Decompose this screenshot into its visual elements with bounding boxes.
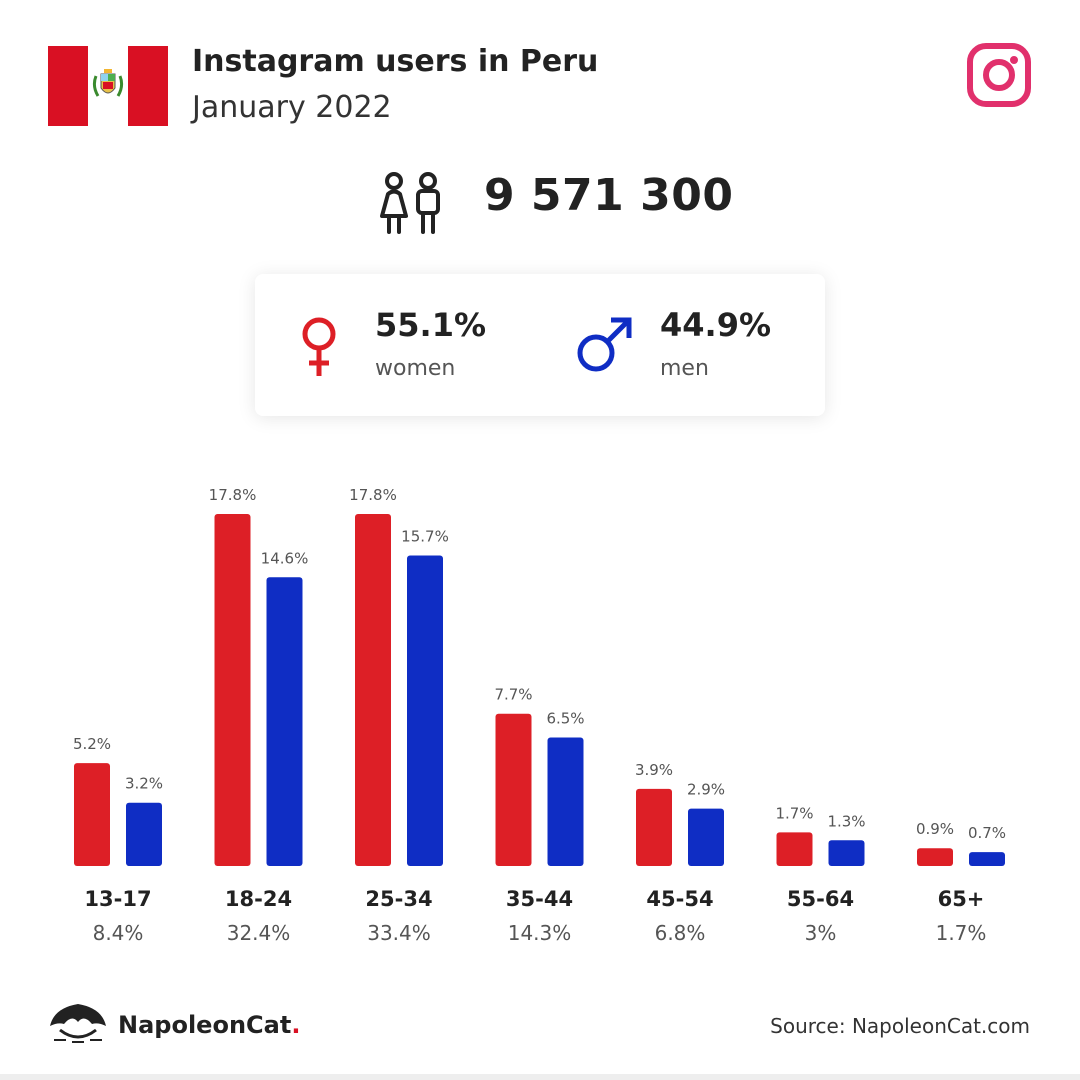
page-title: Instagram users in Peru xyxy=(192,44,599,79)
bar-value-label: 3.2% xyxy=(125,775,163,793)
bar-13-17-s0 xyxy=(74,763,110,866)
total-users: 9 571 300 xyxy=(484,170,734,221)
age-group-label: 18-24 xyxy=(225,887,292,911)
bar-value-label: 7.7% xyxy=(494,686,532,704)
bar-value-label: 2.9% xyxy=(687,781,725,799)
bar-value-label: 1.7% xyxy=(775,804,813,822)
bar-value-label: 1.3% xyxy=(827,812,865,830)
bar-value-label: 5.2% xyxy=(73,735,111,753)
coat-of-arms-icon xyxy=(92,69,124,97)
instagram-icon xyxy=(967,43,1031,107)
bar-55-64-s0 xyxy=(776,832,813,866)
flag-stripe-left xyxy=(48,46,88,126)
bar-45-54-s0 xyxy=(636,788,672,866)
gender-card: 55.1% women 44.9% men xyxy=(255,274,825,416)
bar-value-label: 17.8% xyxy=(349,486,397,504)
age-group-total: 32.4% xyxy=(227,921,291,945)
peru-flag xyxy=(48,46,168,126)
age-group-total: 1.7% xyxy=(936,921,987,945)
age-group-total: 14.3% xyxy=(508,921,572,945)
source-text: Source: NapoleonCat.com xyxy=(770,1014,1030,1038)
bar-25-34-s0 xyxy=(355,514,391,866)
bar-65+-s0 xyxy=(917,848,953,866)
bar-35-44-s0 xyxy=(495,713,532,866)
bar-value-label: 17.8% xyxy=(209,486,257,504)
bar-value-label: 6.5% xyxy=(546,709,584,727)
age-group-total: 8.4% xyxy=(93,921,144,945)
age-group-total: 3% xyxy=(805,921,837,945)
bar-18-24-s1 xyxy=(266,577,303,866)
bar-value-label: 15.7% xyxy=(401,528,449,546)
age-group-label: 35-44 xyxy=(506,887,573,911)
bar-65+-s1 xyxy=(969,852,1005,866)
bar-value-label: 3.9% xyxy=(635,761,673,779)
brand-dot: . xyxy=(291,1011,301,1039)
age-group-total: 6.8% xyxy=(655,921,706,945)
age-group-label: 25-34 xyxy=(365,887,432,911)
age-group-label: 65+ xyxy=(938,887,985,911)
age-chart: 5.2% 3.2% 13-17 8.4% 17.8% 14.6% 18-24 32.4% 17.… xyxy=(73,486,1006,945)
bar-value-label: 14.6% xyxy=(261,549,309,567)
bar-25-34-s1 xyxy=(407,555,443,866)
bar-55-64-s1 xyxy=(828,840,865,866)
napoleoncat-logo: NapoleonCat. xyxy=(48,1000,300,1050)
age-group-label: 13-17 xyxy=(84,887,151,911)
age-group-label: 45-54 xyxy=(646,887,713,911)
female-icon xyxy=(302,317,336,376)
brand-name: NapoleonCat. xyxy=(118,1011,300,1039)
bar-18-24-s0 xyxy=(214,514,251,866)
men-percent: 44.9% xyxy=(660,306,772,344)
bar-35-44-s1 xyxy=(547,737,584,866)
women-percent: 55.1% xyxy=(375,306,487,344)
age-group-label: 55-64 xyxy=(787,887,854,911)
women-label: women xyxy=(375,356,456,381)
bottom-strip xyxy=(0,1074,1080,1080)
bar-13-17-s1 xyxy=(126,802,162,866)
male-icon xyxy=(577,317,632,372)
people-icon xyxy=(380,172,440,234)
flag-stripe-right xyxy=(128,46,168,126)
bar-45-54-s1 xyxy=(688,808,724,866)
napoleoncat-logo-icon xyxy=(50,1004,106,1043)
flag-stripe-middle xyxy=(88,46,128,126)
men-label: men xyxy=(660,356,709,381)
bar-value-label: 0.9% xyxy=(916,820,954,838)
page-subtitle: January 2022 xyxy=(192,90,392,125)
age-group-total: 33.4% xyxy=(367,921,431,945)
brand-name-text: NapoleonCat xyxy=(118,1011,292,1039)
bar-value-label: 0.7% xyxy=(968,824,1006,842)
